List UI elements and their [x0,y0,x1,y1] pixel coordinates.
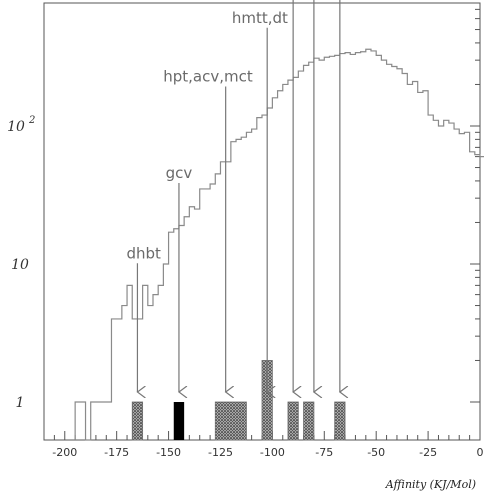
histogram-step-line [74,48,484,441]
x-tick-label: -125 [208,446,233,459]
hatched-bar [287,401,299,441]
hatched-bar [214,401,247,441]
y-tick-label-exponent: 2 [28,115,35,126]
solid-bar [173,402,185,440]
x-tick-label: -150 [156,446,181,459]
hatched-bar [334,401,346,441]
x-tick-label: 0 [477,446,484,459]
highlight-bars [131,360,346,441]
hatched-bar [303,401,315,441]
annotation-label: dhbt [126,244,161,262]
x-tick-label: -25 [419,446,437,459]
hatched-bar [131,401,144,441]
y-tick-label: 1 [16,395,25,411]
annotation-label: gcv [166,164,193,182]
x-tick-label: -75 [315,446,333,459]
x-tick-label: -100 [260,446,285,459]
x-tick-label: -200 [52,446,77,459]
annotation-label: hmtt,dt [232,9,288,27]
x-tick-label: -175 [104,446,129,459]
histogram-outline [74,48,484,441]
x-axis-label: Affinity (KJ/Mol) [385,478,476,491]
annotation-label: hpt,acv,mct [163,68,253,86]
x-tick-label: -50 [367,446,385,459]
y-tick-label: 10 [7,119,25,135]
y-tick-label: 10 [11,257,29,273]
